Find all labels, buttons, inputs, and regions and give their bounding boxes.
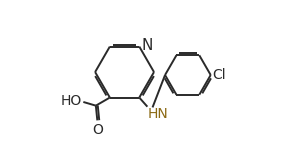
Text: Cl: Cl: [213, 68, 226, 82]
Text: O: O: [93, 123, 103, 137]
Text: HN: HN: [148, 107, 168, 121]
Text: HO: HO: [61, 94, 82, 108]
Text: N: N: [141, 38, 153, 53]
